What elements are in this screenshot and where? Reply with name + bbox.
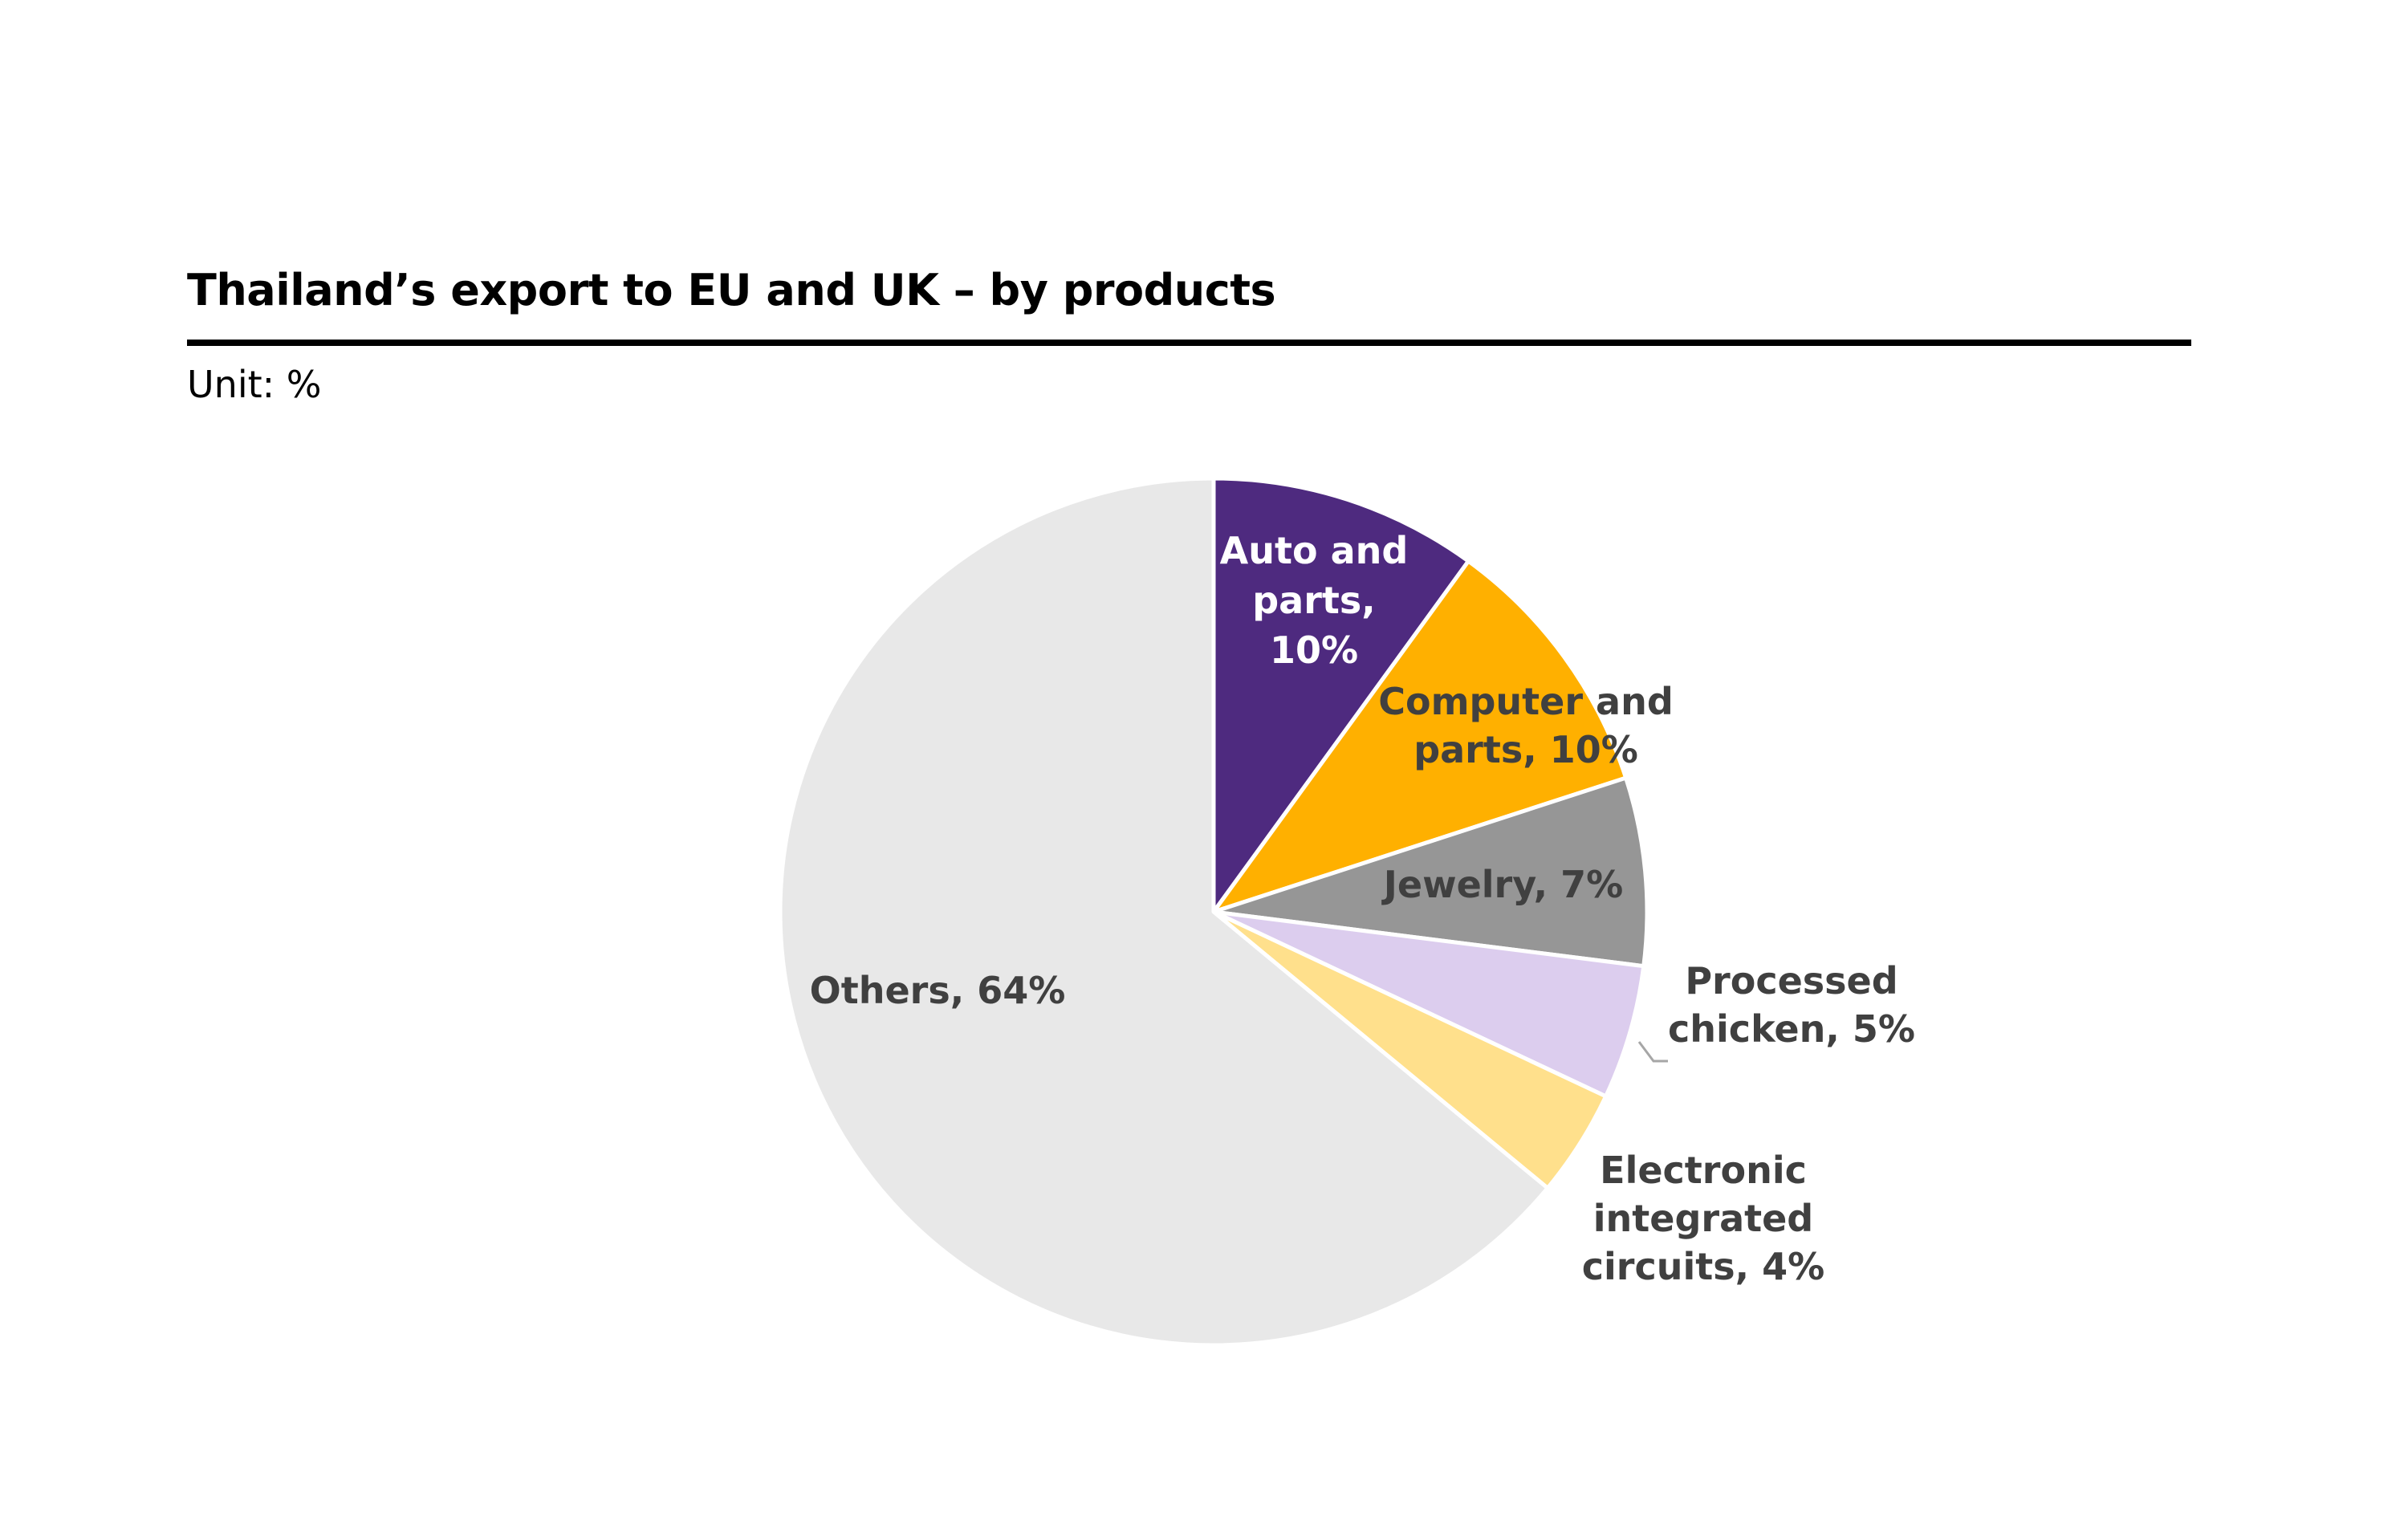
title-divider: [187, 340, 2191, 346]
data-label-line: chicken, 5%: [1668, 1007, 1915, 1051]
pie-slice-jewelry: [1211, 775, 1649, 969]
pie-slice-processed-chicken: [1211, 909, 1646, 1099]
pie-slices: [778, 476, 1649, 1348]
data-label-line: circuits, 4%: [1582, 1245, 1824, 1288]
data-label-line: Electronic: [1600, 1149, 1807, 1192]
data-label-line: integrated: [1593, 1197, 1813, 1240]
data-label-electronic-integrated-circuits: Electronic integrated circuits, 4%: [1582, 1149, 1824, 1288]
data-label-auto-and-parts: Auto and parts, 10%: [1220, 529, 1409, 672]
data-label-line: parts, 10%: [1413, 728, 1638, 771]
leader-line-processed-chicken: [1637, 1041, 1668, 1063]
data-label-line: Processed: [1685, 959, 1898, 1003]
data-label-line: Computer and: [1378, 680, 1674, 723]
data-label-line: Jewelry, 7%: [1381, 863, 1623, 906]
data-label-processed-chicken: Processed chicken, 5%: [1668, 959, 1915, 1051]
data-label-line: 10%: [1270, 628, 1358, 672]
chart-title: Thailand’s export to EU and UK – by prod…: [187, 265, 1276, 315]
unit-label: Unit: %: [187, 363, 322, 406]
data-label-others: Others, 64%: [810, 969, 1066, 1012]
pie-slice-auto-and-parts: [1211, 476, 1470, 914]
pie-slice-others: [778, 476, 1550, 1348]
data-label-line: parts,: [1252, 579, 1376, 622]
data-label-line: Others, 64%: [810, 969, 1066, 1012]
data-label-jewelry: Jewelry, 7%: [1381, 863, 1623, 906]
data-label-line: Auto and: [1220, 529, 1409, 572]
pie-slice-computer-and-parts: [1211, 559, 1629, 914]
data-label-computer-and-parts: Computer and parts, 10%: [1378, 680, 1674, 771]
